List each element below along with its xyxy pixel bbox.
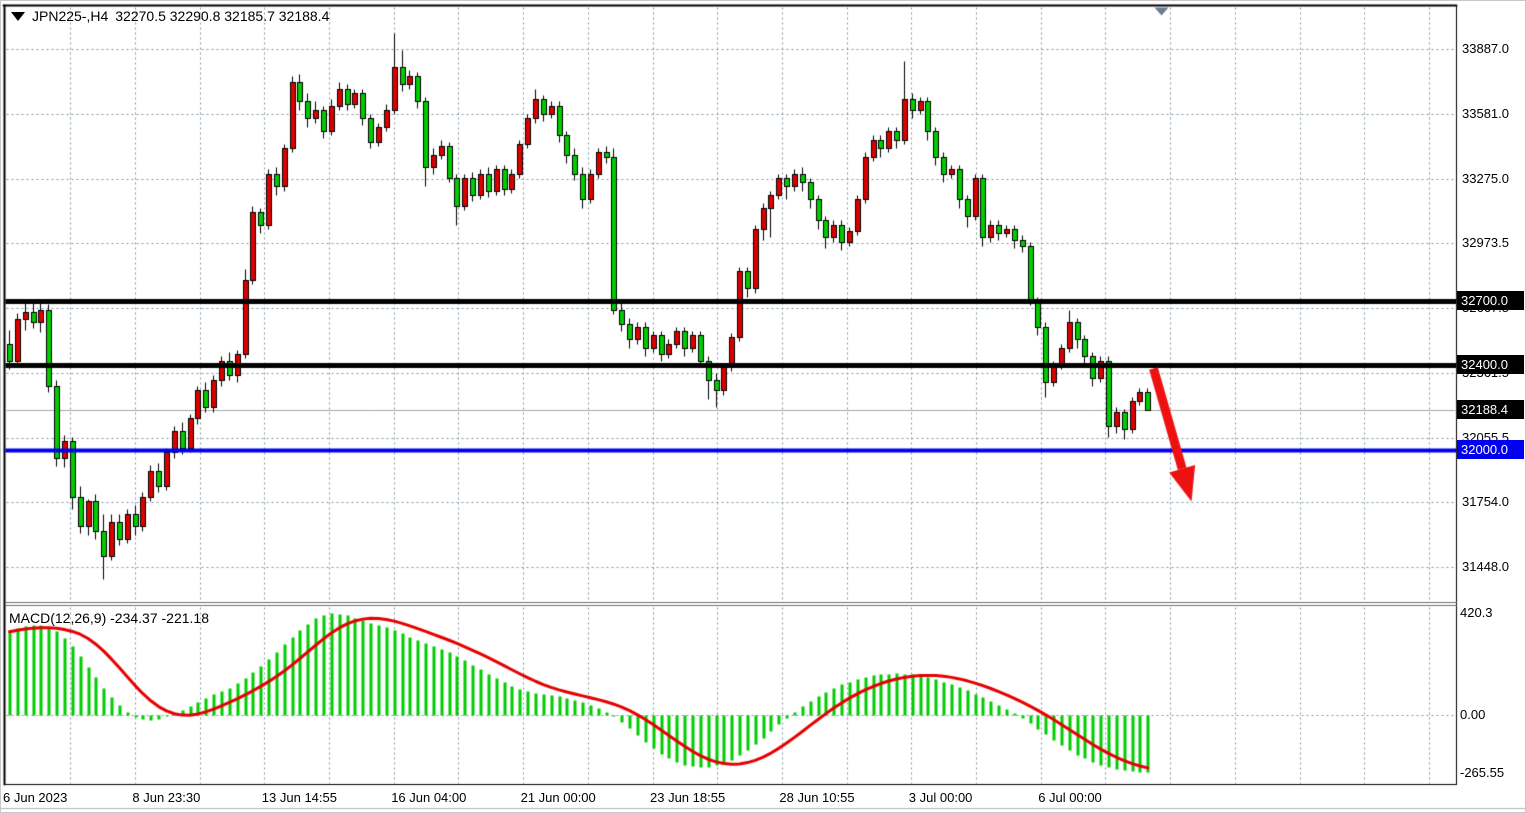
time-axis-label: 3 Jul 00:00	[908, 790, 973, 805]
time-axis-label: 28 Jun 10:55	[779, 790, 855, 805]
price-level-badge[interactable]: 32188.4	[1457, 399, 1524, 419]
macd-tick-label: 420.3	[1460, 604, 1493, 620]
macd-tick-label: -265.55	[1460, 765, 1505, 780]
symbol-dropdown-icon[interactable]	[11, 11, 25, 21]
price-tick-label: 31448.0	[1462, 559, 1509, 575]
time-axis-label: 13 Jun 14:55	[261, 790, 337, 805]
ohlc-values-label: 32270.5 32290.8 32185.7 32188.4	[115, 8, 330, 24]
macd-indicator-label: MACD(12,26,9) -234.37 -221.18	[9, 610, 209, 626]
price-tick-label: 33275.0	[1462, 170, 1509, 186]
time-axis-label: 16 Jun 04:00	[391, 790, 467, 805]
price-level-badge[interactable]: 32000.0	[1457, 439, 1524, 459]
price-level-badge[interactable]: 32400.0	[1457, 354, 1524, 374]
time-axis-label: 21 Jun 00:00	[520, 790, 596, 805]
time-axis-label: 8 Jun 23:30	[132, 790, 201, 805]
time-axis-label: 6 Jun 2023	[3, 790, 68, 805]
macd-tick-label: 0.00	[1460, 707, 1486, 722]
symbol-period-label: JPN225-,H4	[32, 8, 109, 24]
price-tick-label: 33887.0	[1462, 41, 1509, 56]
chart-title: JPN225-,H4 32270.5 32290.8 32185.7 32188…	[11, 8, 329, 24]
time-axis-label: 6 Jul 00:00	[1038, 790, 1102, 805]
price-level-badge[interactable]: 32700.0	[1457, 291, 1524, 311]
price-tick-label: 31754.0	[1462, 494, 1509, 510]
price-tick-label: 33581.0	[1462, 105, 1509, 121]
price-tick-label: 32973.5	[1462, 235, 1509, 251]
time-axis-label: 23 Jun 18:55	[650, 790, 726, 805]
